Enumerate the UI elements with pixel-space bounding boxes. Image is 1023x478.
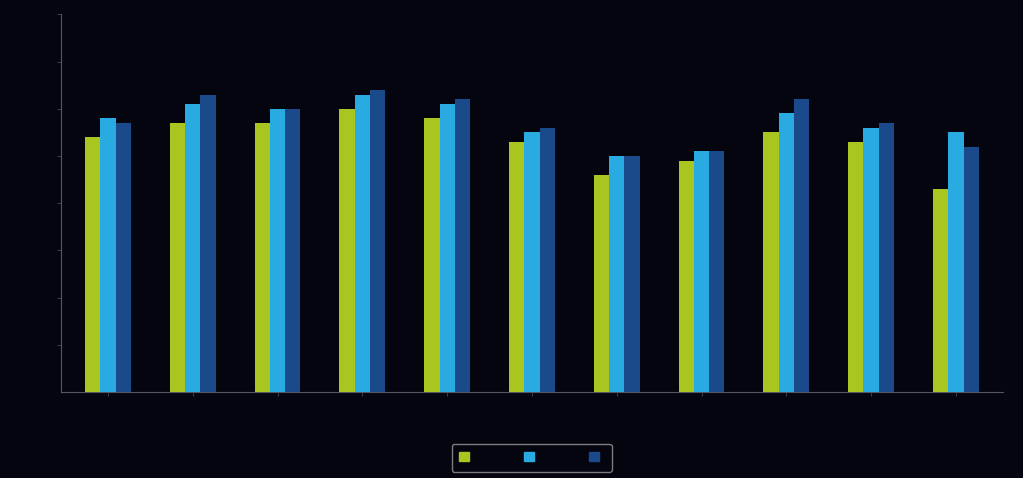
Bar — [201, 95, 216, 392]
Bar — [116, 123, 131, 392]
Bar — [848, 142, 863, 392]
Bar — [185, 104, 201, 392]
Bar — [539, 128, 554, 392]
Bar — [879, 123, 894, 392]
Bar — [425, 118, 440, 392]
Bar — [964, 147, 979, 392]
Bar — [370, 90, 386, 392]
Bar — [255, 123, 270, 392]
Bar — [678, 161, 694, 392]
Bar — [779, 113, 794, 392]
Bar — [948, 132, 964, 392]
Bar — [100, 118, 116, 392]
Bar — [763, 132, 779, 392]
Bar — [525, 132, 539, 392]
Bar — [609, 156, 624, 392]
Bar — [340, 109, 355, 392]
Bar — [270, 109, 285, 392]
Bar — [624, 156, 639, 392]
Bar — [285, 109, 301, 392]
Bar — [170, 123, 185, 392]
Bar — [709, 151, 724, 392]
Bar — [694, 151, 709, 392]
Bar — [863, 128, 879, 392]
Bar — [85, 137, 100, 392]
Bar — [509, 142, 525, 392]
Bar — [455, 99, 470, 392]
Legend: , , : , , — [452, 444, 612, 471]
Bar — [794, 99, 809, 392]
Bar — [933, 189, 948, 392]
Bar — [594, 175, 609, 392]
Bar — [355, 95, 370, 392]
Bar — [440, 104, 455, 392]
